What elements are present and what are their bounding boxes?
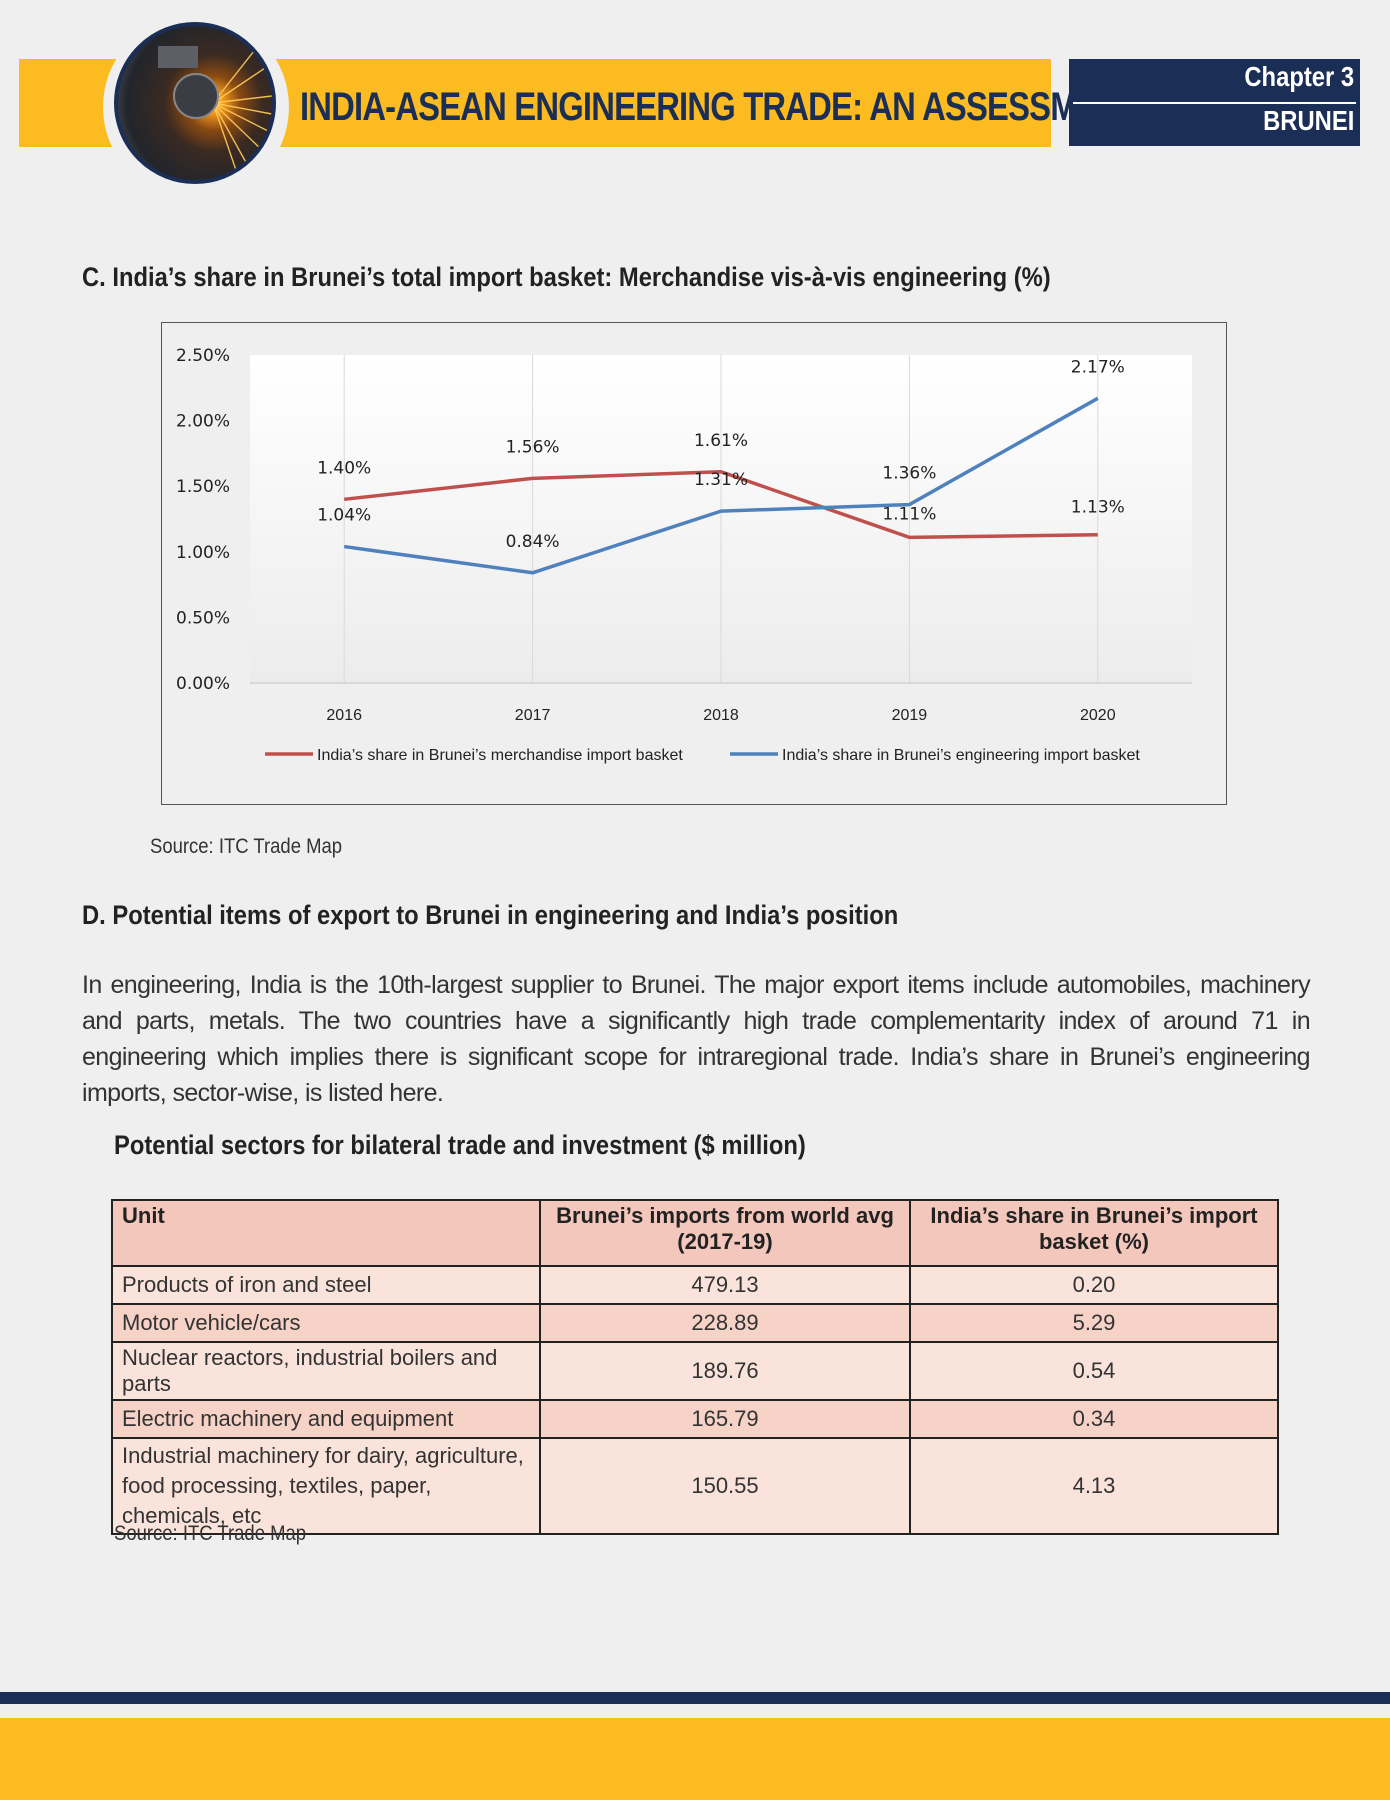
- table-row: Products of iron and steel 479.13 0.20: [111, 1265, 1279, 1305]
- cell-imports: 165.79: [539, 1399, 911, 1439]
- x-tick-label: 2017: [515, 707, 551, 724]
- data-label: 1.56%: [506, 437, 560, 457]
- cell-imports: 189.76: [539, 1341, 911, 1401]
- footer-yellow-band: [0, 1718, 1390, 1800]
- data-label: 1.31%: [694, 470, 748, 490]
- chapter-box: Chapter 3 BRUNEI: [1069, 59, 1360, 146]
- section-d-title: D. Potential items of export to Brunei i…: [82, 900, 899, 930]
- data-label: 1.40%: [317, 458, 371, 478]
- table-row: Nuclear reactors, industrial boilers and…: [111, 1341, 1279, 1401]
- series-line-1: [344, 470, 1098, 540]
- cell-unit: Motor vehicle/cars: [111, 1303, 541, 1343]
- cell-unit: Electric machinery and equipment: [111, 1399, 541, 1439]
- y-tick-label: 2.50%: [176, 346, 230, 366]
- series-line-2: [343, 396, 1099, 575]
- y-tick-label: 2.00%: [176, 412, 230, 432]
- sectors-table: Unit Brunei’s imports from world avg (20…: [111, 1199, 1279, 1535]
- y-tick-label: 0.00%: [176, 674, 230, 694]
- cell-share: 0.34: [909, 1399, 1279, 1439]
- cell-unit: Industrial machinery for dairy, agricult…: [111, 1437, 541, 1535]
- x-tick-label: 2020: [1080, 707, 1116, 724]
- data-label: 1.04%: [317, 506, 371, 526]
- table-source: Source: ITC Trade Map: [114, 1522, 307, 1545]
- table-row: Electric machinery and equipment 165.79 …: [111, 1399, 1279, 1439]
- data-label: 1.36%: [882, 464, 936, 484]
- cell-imports: 228.89: [539, 1303, 911, 1343]
- cell-share: 4.13: [909, 1437, 1279, 1535]
- chart-source: Source: ITC Trade Map: [150, 835, 343, 858]
- cell-share: 0.54: [909, 1341, 1279, 1401]
- legend-label-1: India’s share in Brunei’s merchandise im…: [317, 747, 683, 764]
- cell-unit: Products of iron and steel: [111, 1265, 541, 1305]
- header-share: India’s share in Brunei’s import basket …: [909, 1199, 1279, 1267]
- data-label: 2.17%: [1071, 357, 1125, 377]
- cell-share: 0.20: [909, 1265, 1279, 1305]
- x-tick-label: 2019: [892, 707, 928, 724]
- cell-share: 5.29: [909, 1303, 1279, 1343]
- line-chart: 0.00% 0.50% 1.00% 1.50% 2.00% 2.50% 2016 2017 20…: [161, 322, 1227, 805]
- cell-imports: 150.55: [539, 1437, 911, 1535]
- x-tick-label: 2016: [326, 707, 362, 724]
- header-title: INDIA-ASEAN ENGINEERING TRADE: AN ASSESS…: [300, 85, 1141, 129]
- cell-unit: Nuclear reactors, industrial boilers and…: [111, 1341, 541, 1401]
- section-d-body: In engineering, India is the 10th-larges…: [82, 971, 1311, 1107]
- x-tick-label: 2018: [703, 707, 739, 724]
- data-label: 0.84%: [506, 532, 560, 552]
- footer-navy-band: [0, 1692, 1390, 1704]
- legend-label-2: India’s share in Brunei’s engineering im…: [782, 747, 1140, 764]
- data-label: 1.61%: [694, 431, 748, 451]
- country-label: BRUNEI: [1262, 105, 1354, 136]
- y-tick-label: 1.00%: [176, 543, 230, 563]
- data-label: 1.13%: [1071, 498, 1125, 518]
- table-row: Industrial machinery for dairy, agricult…: [111, 1437, 1279, 1535]
- chart-canvas: 0.00% 0.50% 1.00% 1.50% 2.00% 2.50% 2016 2017 20…: [176, 346, 1192, 764]
- y-tick-label: 1.50%: [176, 477, 230, 497]
- chapter-divider: [1073, 102, 1356, 104]
- table-header-row: Unit Brunei’s imports from world avg (20…: [111, 1199, 1279, 1267]
- header-imports: Brunei’s imports from world avg (2017-19…: [539, 1199, 911, 1267]
- table-title: Potential sectors for bilateral trade an…: [114, 1130, 806, 1160]
- section-c-title: C. India’s share in Brunei’s total impor…: [82, 262, 1051, 292]
- grinding-sparks-icon: [114, 22, 276, 184]
- header-unit: Unit: [111, 1199, 541, 1267]
- chapter-label: Chapter 3: [1244, 61, 1354, 92]
- table-row: Motor vehicle/cars 228.89 5.29: [111, 1303, 1279, 1343]
- cell-imports: 479.13: [539, 1265, 911, 1305]
- y-tick-label: 0.50%: [176, 608, 230, 628]
- data-label: 1.11%: [882, 504, 936, 524]
